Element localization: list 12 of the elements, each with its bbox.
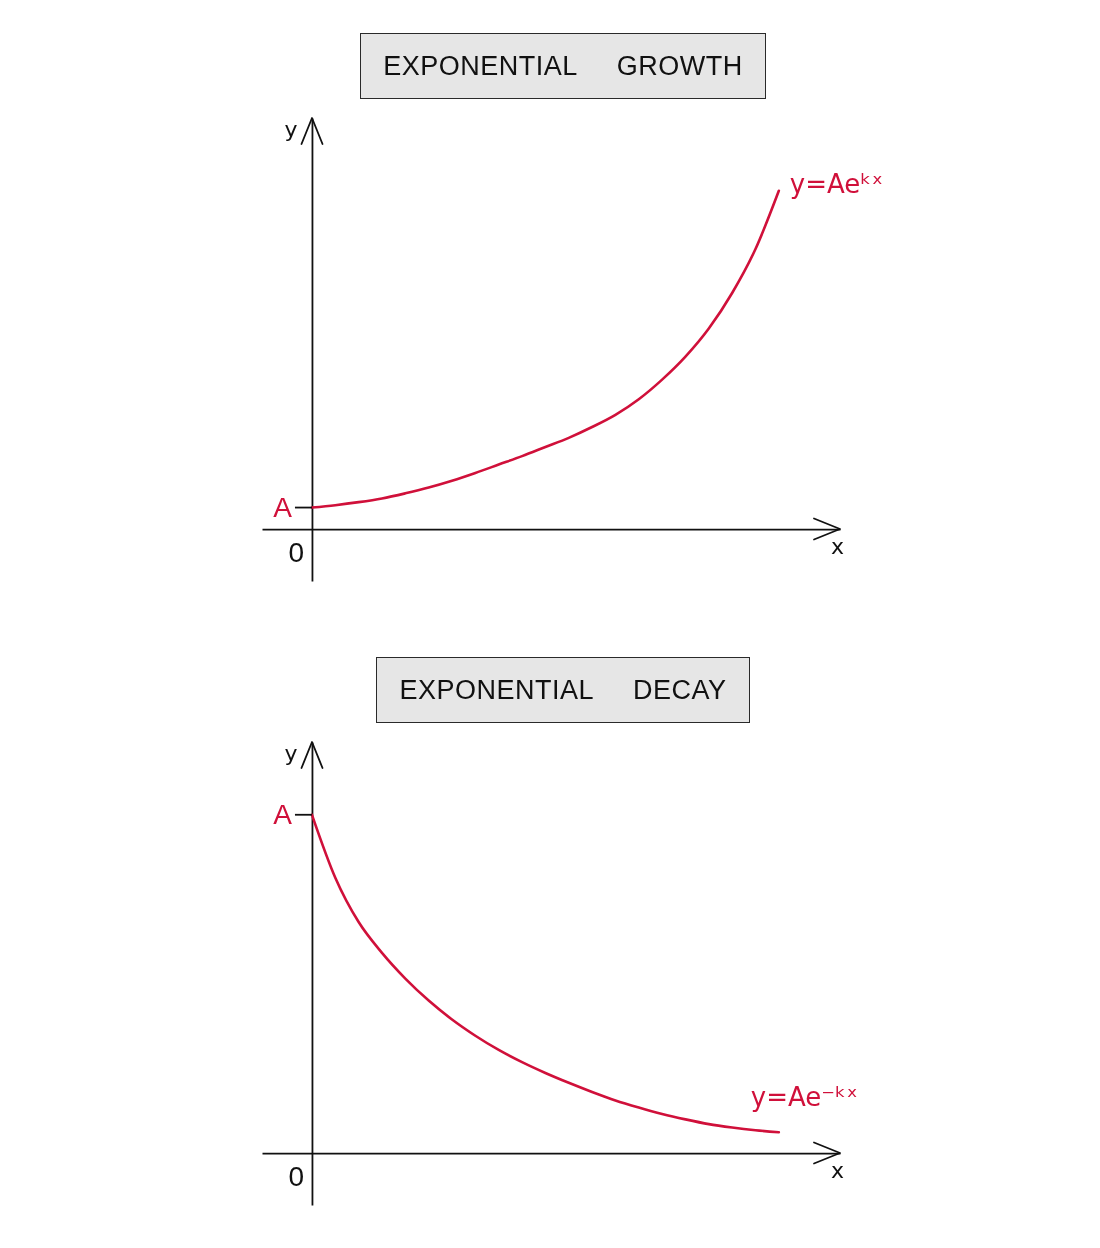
series-label: y=Aeᵏˣ [789,168,883,199]
text: A [273,798,293,830]
x-axis-title: x [830,1157,845,1183]
y-axis-title: y [284,740,298,766]
x-axis-title: x [830,533,845,559]
chart-title: EXPONENTIAL GROWTH [360,33,766,99]
chart-title: EXPONENTIAL DECAY [376,657,750,723]
text: A [273,491,293,523]
text: 0 [288,537,304,568]
text: 0 [288,1161,304,1192]
series-label: y=Ae⁻ᵏˣ [750,1082,858,1113]
y-axis-title: y [284,116,298,142]
